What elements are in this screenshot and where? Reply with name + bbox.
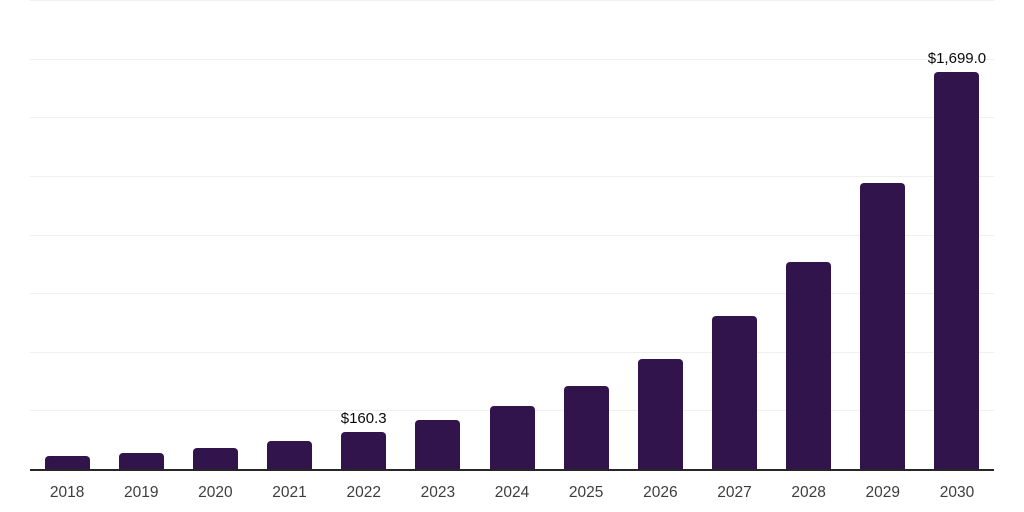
- x-axis-label: 2023: [420, 484, 456, 501]
- x-axis-label: 2024: [494, 484, 530, 501]
- bar-slot: 2018: [30, 1, 104, 500]
- bar-series: 2018 2019 2020 2021 $160.3 2022 2023 2024 2025 20…: [30, 1, 994, 500]
- bar-2018: [44, 455, 90, 470]
- x-axis-label: 2028: [791, 484, 826, 501]
- bar-2019: [118, 452, 164, 470]
- gridline: [30, 117, 994, 119]
- gridline: [30, 0, 994, 1]
- bar-slot: 2025: [549, 1, 623, 500]
- plot-area: 2018 2019 2020 2021 $160.3 2022 2023 2024 2025 20…: [30, 0, 994, 500]
- x-axis-label: 2018: [49, 484, 85, 501]
- bar-2024: [489, 406, 535, 470]
- gridline: [30, 175, 994, 177]
- x-axis-label: 2019: [123, 484, 159, 501]
- bar-2022: [341, 432, 387, 470]
- bar-2029: [860, 182, 906, 470]
- gridline: [30, 351, 994, 353]
- bar-slot: $1,699.0 2030: [920, 1, 994, 500]
- bar-slot: 2021: [252, 1, 326, 500]
- bar-slot: 2027: [697, 1, 771, 500]
- gridline: [30, 293, 994, 295]
- x-axis-label: 2029: [865, 484, 901, 501]
- bar-slot: $160.3 2022: [327, 1, 401, 500]
- bar-2030: [934, 71, 980, 470]
- gridline: [30, 234, 994, 236]
- bar-2021: [267, 440, 313, 470]
- bar-2027: [711, 315, 757, 470]
- x-axis-label: 2027: [717, 484, 752, 501]
- bar-2028: [786, 262, 832, 470]
- bar-slot: 2019: [104, 1, 178, 500]
- x-axis-label: 2026: [643, 484, 678, 501]
- x-axis-label: 2021: [272, 484, 307, 501]
- x-axis-label: 2030: [939, 484, 975, 501]
- bar-2023: [415, 419, 461, 470]
- bar-slot: 2029: [846, 1, 920, 500]
- bar-2020: [192, 448, 238, 470]
- bar-value-label: $160.3: [340, 410, 387, 428]
- bar-slot: 2028: [772, 1, 846, 500]
- x-axis-label: 2025: [568, 484, 604, 501]
- bar-2026: [637, 359, 683, 470]
- bar-slot: 2020: [178, 1, 252, 500]
- gridline: [30, 58, 994, 60]
- x-axis-label: 2022: [346, 484, 381, 501]
- bar-value-label: $1,699.0: [927, 49, 987, 67]
- x-axis-line: [30, 469, 994, 471]
- bar-2025: [563, 386, 609, 470]
- bar-slot: 2023: [401, 1, 475, 500]
- bar-slot: 2026: [623, 1, 697, 500]
- bar-slot: 2024: [475, 1, 549, 500]
- x-axis-label: 2020: [198, 484, 233, 501]
